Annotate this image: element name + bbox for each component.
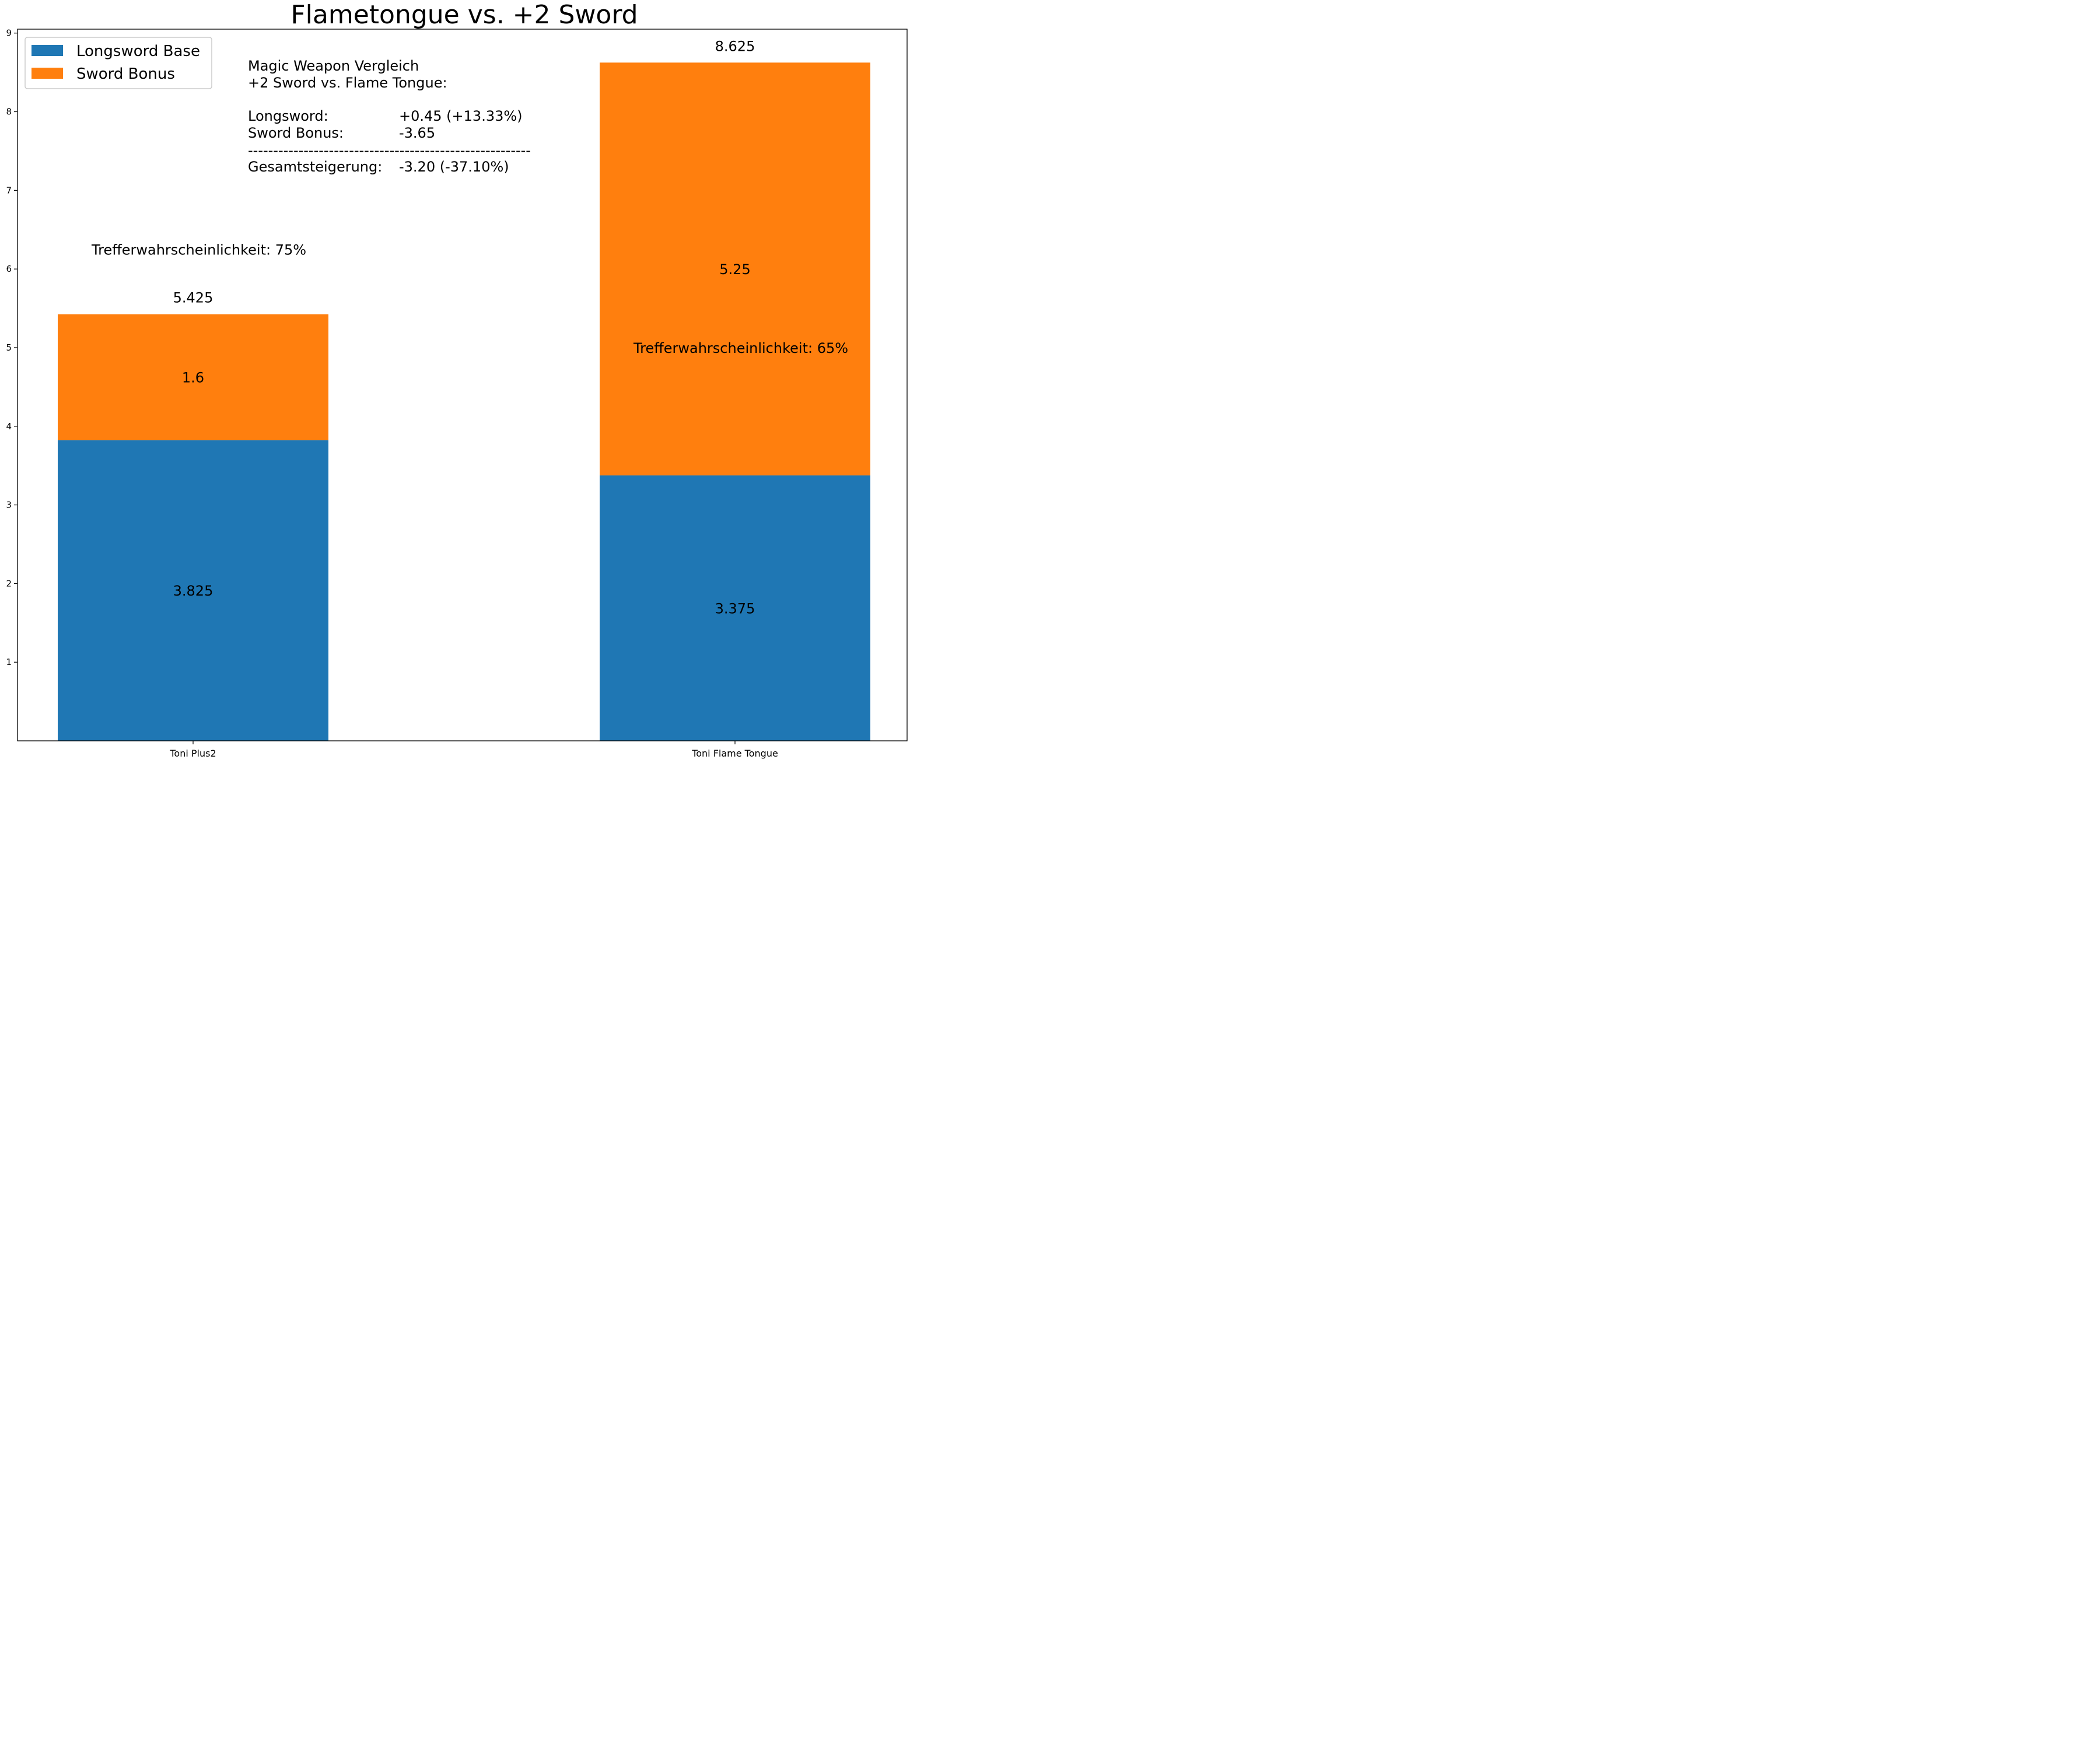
annotation-line: Magic Weapon Vergleich (248, 58, 419, 74)
annotation-value: -3.65 (399, 125, 435, 141)
legend-box (24, 37, 212, 89)
legend: Longsword Base Sword Bonus (24, 37, 212, 89)
plot-frame (17, 29, 908, 741)
hit-probability-label: Trefferwahrscheinlichkeit: 75% (91, 242, 306, 258)
bar-segment-base-2 (600, 475, 870, 741)
comparison-annotation: Magic Weapon Vergleich +2 Sword vs. Flam… (248, 58, 531, 175)
segment-value-label: 5.25 (719, 261, 750, 278)
x-tick-label: Toni Flame Tongue (691, 748, 778, 759)
y-tick-label: 4 (6, 421, 12, 432)
legend-label: Sword Bonus (76, 65, 175, 83)
axes-group: 1 2 3 4 5 6 7 8 9 Toni Plus2 Toni Flame Tongue (6, 28, 908, 759)
x-tick-label: Toni Plus2 (169, 748, 216, 759)
annotation-value: -3.20 (-37.10%) (399, 159, 509, 175)
total-labels-group: 5.425 8.625 (173, 38, 755, 306)
y-tick-label: 2 (6, 578, 12, 589)
chart-title: Flametongue vs. +2 Sword (290, 0, 638, 30)
bars-group (58, 62, 870, 741)
legend-label: Longsword Base (76, 43, 200, 60)
annotation-line: Longsword: (248, 108, 328, 124)
stacked-bar-chart: Flametongue vs. +2 Sword 3.825 1.6 3.375 5.… (6, 0, 908, 759)
annotation-value: +0.45 (+13.33%) (399, 108, 523, 124)
y-tick-label: 3 (6, 500, 12, 510)
annotation-line: Sword Bonus: (248, 125, 344, 141)
bar-segment-base-1 (58, 440, 328, 741)
segment-labels-group: 3.825 1.6 3.375 5.25 (173, 261, 755, 617)
annotation-line: ----------------------------------------… (248, 142, 531, 159)
y-tick-label: 8 (6, 107, 12, 117)
annotation-line: +2 Sword vs. Flame Tongue: (248, 75, 447, 91)
y-tick-label: 5 (6, 342, 12, 353)
y-tick-label: 7 (6, 185, 12, 195)
hit-probability-labels-group: Trefferwahrscheinlichkeit: 75% Trefferwah… (91, 242, 848, 356)
legend-swatch (32, 45, 63, 56)
annotation-line: Gesamtsteigerung: (248, 159, 382, 175)
y-tick-label: 6 (6, 264, 12, 274)
hit-probability-label: Trefferwahrscheinlichkeit: 65% (633, 340, 848, 356)
bar-segment-bonus-2 (600, 62, 870, 476)
segment-value-label: 1.6 (182, 370, 204, 386)
bar-segment-bonus-1 (58, 314, 328, 440)
segment-value-label: 3.375 (715, 601, 755, 617)
bar-total-label: 5.425 (173, 290, 214, 306)
legend-swatch (32, 68, 63, 79)
y-tick-label: 1 (6, 657, 12, 667)
y-tick-label: 9 (6, 28, 12, 38)
bar-total-label: 8.625 (715, 38, 755, 54)
segment-value-label: 3.825 (173, 583, 214, 599)
